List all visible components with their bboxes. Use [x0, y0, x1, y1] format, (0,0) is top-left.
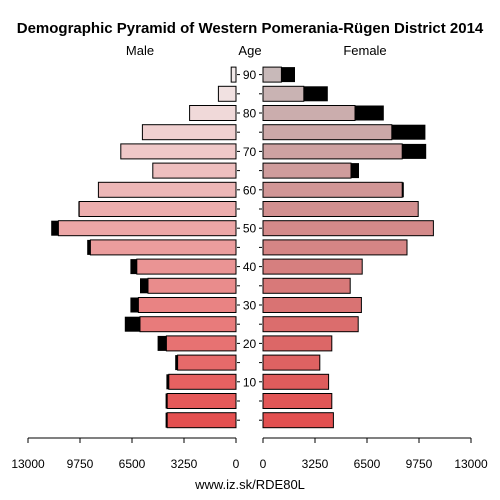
- female-bar-5-9: [262, 393, 333, 409]
- male-x-tick-label: 3250: [171, 457, 198, 471]
- female-excess-60-64: [402, 182, 404, 198]
- female-excess-70-74: [402, 143, 427, 159]
- female-bar-45-49: [262, 239, 408, 256]
- male-bar-15-19: [177, 354, 237, 371]
- age-tick-label: 30: [243, 299, 257, 313]
- male-bar-70-74: [120, 143, 237, 160]
- male-excess-0-4: [165, 412, 168, 428]
- male-bar-40-44: [136, 258, 237, 275]
- male-bar-55-59: [78, 201, 237, 217]
- age-tick-label: 70: [243, 145, 257, 159]
- bars-group: [51, 66, 434, 429]
- male-bar-65-69: [152, 162, 237, 179]
- age-header: Age: [238, 43, 261, 58]
- female-bar-70-74: [262, 143, 403, 160]
- chart-title: Demographic Pyramid of Western Pomerania…: [17, 20, 484, 37]
- male-bar-45-49: [89, 239, 237, 256]
- male-excess-30-34: [130, 297, 139, 313]
- male-excess-25-29: [124, 316, 140, 332]
- female-bar-35-39: [262, 277, 351, 294]
- male-excess-45-49: [87, 239, 91, 255]
- female-bar-85-89: [262, 85, 305, 102]
- male-excess-35-39: [140, 278, 148, 294]
- male-bar-75-79: [141, 124, 237, 141]
- male-excess-20-24: [157, 335, 167, 351]
- female-bar-10-14: [262, 373, 330, 390]
- female-bar-75-79: [262, 124, 393, 141]
- male-excess-10-14: [166, 374, 169, 390]
- female-bar-50-54: [262, 220, 434, 237]
- male-bar-60-64: [97, 181, 237, 198]
- female-x-tick-label: 6500: [354, 457, 381, 471]
- male-bar-20-24: [165, 335, 237, 352]
- female-bar-55-59: [262, 201, 419, 217]
- male-bar-10-14: [168, 373, 237, 390]
- male-bar-30-34: [137, 297, 237, 313]
- male-header: Male: [126, 43, 154, 58]
- male-excess-55-59: [78, 201, 80, 217]
- male-excess-15-19: [175, 355, 178, 371]
- female-excess-85-89: [303, 86, 328, 102]
- axes-group: 13000 9750 6500 3250 0 0 3250 6500 9750 13000 90 80…: [11, 68, 488, 471]
- female-x-tick-label: 3250: [302, 457, 329, 471]
- female-x-tick-label: 0: [260, 457, 267, 471]
- female-bar-20-24: [262, 335, 333, 352]
- male-x-tick-label: 0: [233, 457, 240, 471]
- male-bar-80-84: [189, 105, 237, 121]
- age-tick-label: 50: [243, 222, 257, 236]
- age-tick-label: 90: [243, 68, 257, 82]
- age-tick-label: 20: [243, 337, 257, 351]
- age-tick-label: 60: [243, 183, 257, 197]
- male-bar-90+: [230, 66, 237, 83]
- male-bar-0-4: [166, 412, 237, 429]
- female-bar-65-69: [262, 162, 352, 179]
- male-bar-50-54: [57, 220, 237, 237]
- female-x-tick-label: 13000: [454, 457, 488, 471]
- female-excess-75-79: [391, 124, 426, 140]
- female-bar-60-64: [262, 181, 403, 198]
- female-excess-80-84: [355, 105, 384, 121]
- female-bar-25-29: [262, 316, 359, 333]
- age-tick-label: 80: [243, 107, 257, 121]
- female-bar-40-44: [262, 258, 363, 275]
- female-excess-65-69: [351, 163, 359, 179]
- male-excess-50-54: [51, 220, 59, 236]
- age-tick-label: 10: [243, 375, 257, 389]
- female-bar-90+: [262, 66, 282, 83]
- female-bar-0-4: [262, 412, 334, 429]
- female-bar-80-84: [262, 105, 356, 121]
- female-x-tick-label: 9750: [406, 457, 433, 471]
- male-excess-5-9: [165, 393, 168, 409]
- male-x-tick-label: 13000: [11, 457, 45, 471]
- male-x-tick-label: 9750: [67, 457, 94, 471]
- age-tick-label: 40: [243, 260, 257, 274]
- footer-url[interactable]: www.iz.sk/RDE80L: [194, 477, 305, 492]
- female-excess-90+: [281, 67, 295, 83]
- male-bar-5-9: [166, 393, 237, 409]
- male-bar-35-39: [147, 277, 237, 294]
- female-bar-30-34: [262, 297, 362, 313]
- female-bar-15-19: [262, 354, 321, 371]
- male-excess-40-44: [130, 259, 137, 275]
- female-header: Female: [343, 43, 386, 58]
- male-bar-25-29: [139, 316, 237, 333]
- male-x-tick-label: 6500: [119, 457, 146, 471]
- male-bar-85-89: [217, 85, 237, 102]
